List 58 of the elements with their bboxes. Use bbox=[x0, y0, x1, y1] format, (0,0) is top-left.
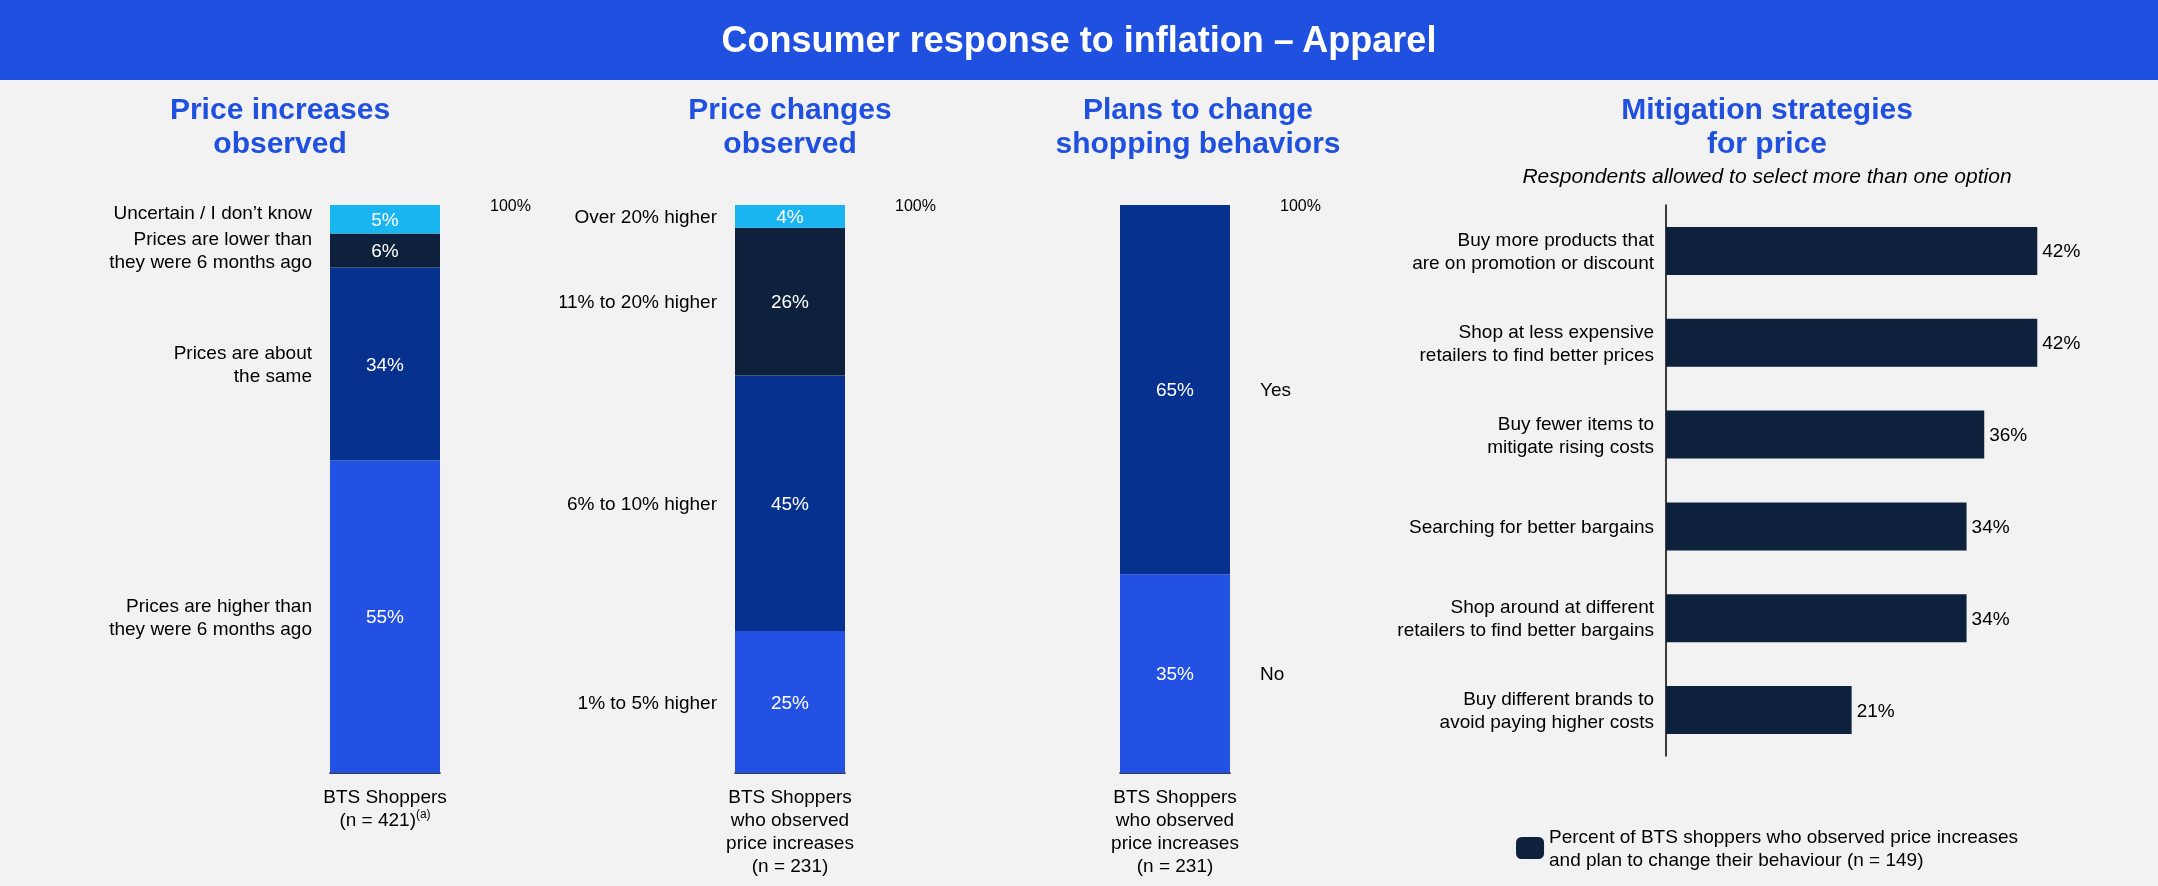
data-label: 35% bbox=[1155, 663, 1195, 685]
bar bbox=[735, 631, 845, 773]
text: 100% bbox=[1280, 196, 1321, 214]
chart-title: Price changes observed bbox=[688, 91, 892, 159]
bar bbox=[330, 205, 440, 234]
data-label: 4% bbox=[776, 205, 804, 227]
data-label: 6% bbox=[371, 239, 399, 261]
bar bbox=[1666, 318, 2038, 367]
data-label: 5% bbox=[371, 208, 399, 230]
x-tick-label: BTS Shoppers who observed price increases (n = 231) bbox=[726, 786, 854, 876]
text: Consumer response to inflation – Apparel bbox=[0, 0, 2158, 80]
chart-subtitle: Respondents allowed to select more than one option bbox=[1522, 164, 2012, 187]
series-label: Prices are lower than they were 6 months ago bbox=[109, 228, 312, 273]
y-tick-label: Shop around at different retailers to find better bargains bbox=[1397, 596, 1655, 641]
text: 100% bbox=[895, 196, 936, 214]
data-label: 34% bbox=[1971, 515, 2010, 537]
series-label: Prices are higher than they were 6 months ago bbox=[109, 594, 312, 639]
bar bbox=[735, 375, 845, 631]
series-label: Prices are about the same bbox=[173, 342, 313, 387]
bar bbox=[1666, 594, 1967, 643]
data-label: 42% bbox=[2042, 240, 2081, 262]
series-label: Yes bbox=[1260, 379, 1291, 401]
bar bbox=[1666, 686, 1852, 735]
data-label: 65% bbox=[1155, 379, 1195, 401]
data-label: 21% bbox=[1856, 699, 1895, 721]
data-label: 45% bbox=[770, 492, 810, 514]
series-label: 11% to 20% higher bbox=[557, 291, 718, 313]
chart-title: Mitigation strategies for price bbox=[1621, 91, 1913, 159]
data-label: 26% bbox=[770, 291, 810, 313]
series-label: No bbox=[1260, 663, 1285, 685]
data-label: 34% bbox=[365, 353, 405, 375]
y-tick-label: Buy fewer items to mitigate rising costs bbox=[1487, 412, 1654, 457]
bar bbox=[1666, 410, 1985, 459]
series-label: Uncertain / I don’t know bbox=[113, 202, 313, 224]
bar bbox=[735, 227, 845, 376]
y-tick-label: Shop at less expensive retailers to find better prices bbox=[1419, 320, 1654, 365]
text: 100% bbox=[490, 196, 531, 214]
series-label: 6% to 10% higher bbox=[567, 492, 718, 514]
legend-label: Percent of BTS shoppers who observed price increases and plan to change their behaviour (n = 149) bbox=[1549, 826, 2018, 870]
series-label: 1% to 5% higher bbox=[577, 691, 718, 713]
y-tick-label: Searching for better bargains bbox=[1408, 515, 1654, 537]
data-label: 55% bbox=[365, 606, 405, 628]
data-label: 42% bbox=[2042, 332, 2081, 354]
bar bbox=[735, 205, 845, 228]
bar bbox=[330, 233, 440, 268]
y-tick-label: Buy different brands to avoid paying higher costs bbox=[1439, 688, 1654, 733]
bar bbox=[330, 460, 440, 773]
data-label: 36% bbox=[1989, 424, 2028, 446]
chart-title: Plans to change shopping behaviors bbox=[1055, 91, 1341, 159]
chart-title: Price increases observed bbox=[169, 91, 391, 159]
data-label: 34% bbox=[1971, 607, 2010, 629]
series-label: Over 20% higher bbox=[574, 205, 718, 227]
y-tick-label: Buy more products that are on promotion or discount bbox=[1412, 228, 1655, 273]
data-label: 25% bbox=[770, 691, 810, 713]
bar bbox=[1666, 226, 2038, 275]
x-tick-label: BTS Shoppers who observed price increases (n = 231) bbox=[1111, 786, 1239, 876]
bar bbox=[1666, 502, 1967, 551]
bar bbox=[330, 267, 440, 461]
